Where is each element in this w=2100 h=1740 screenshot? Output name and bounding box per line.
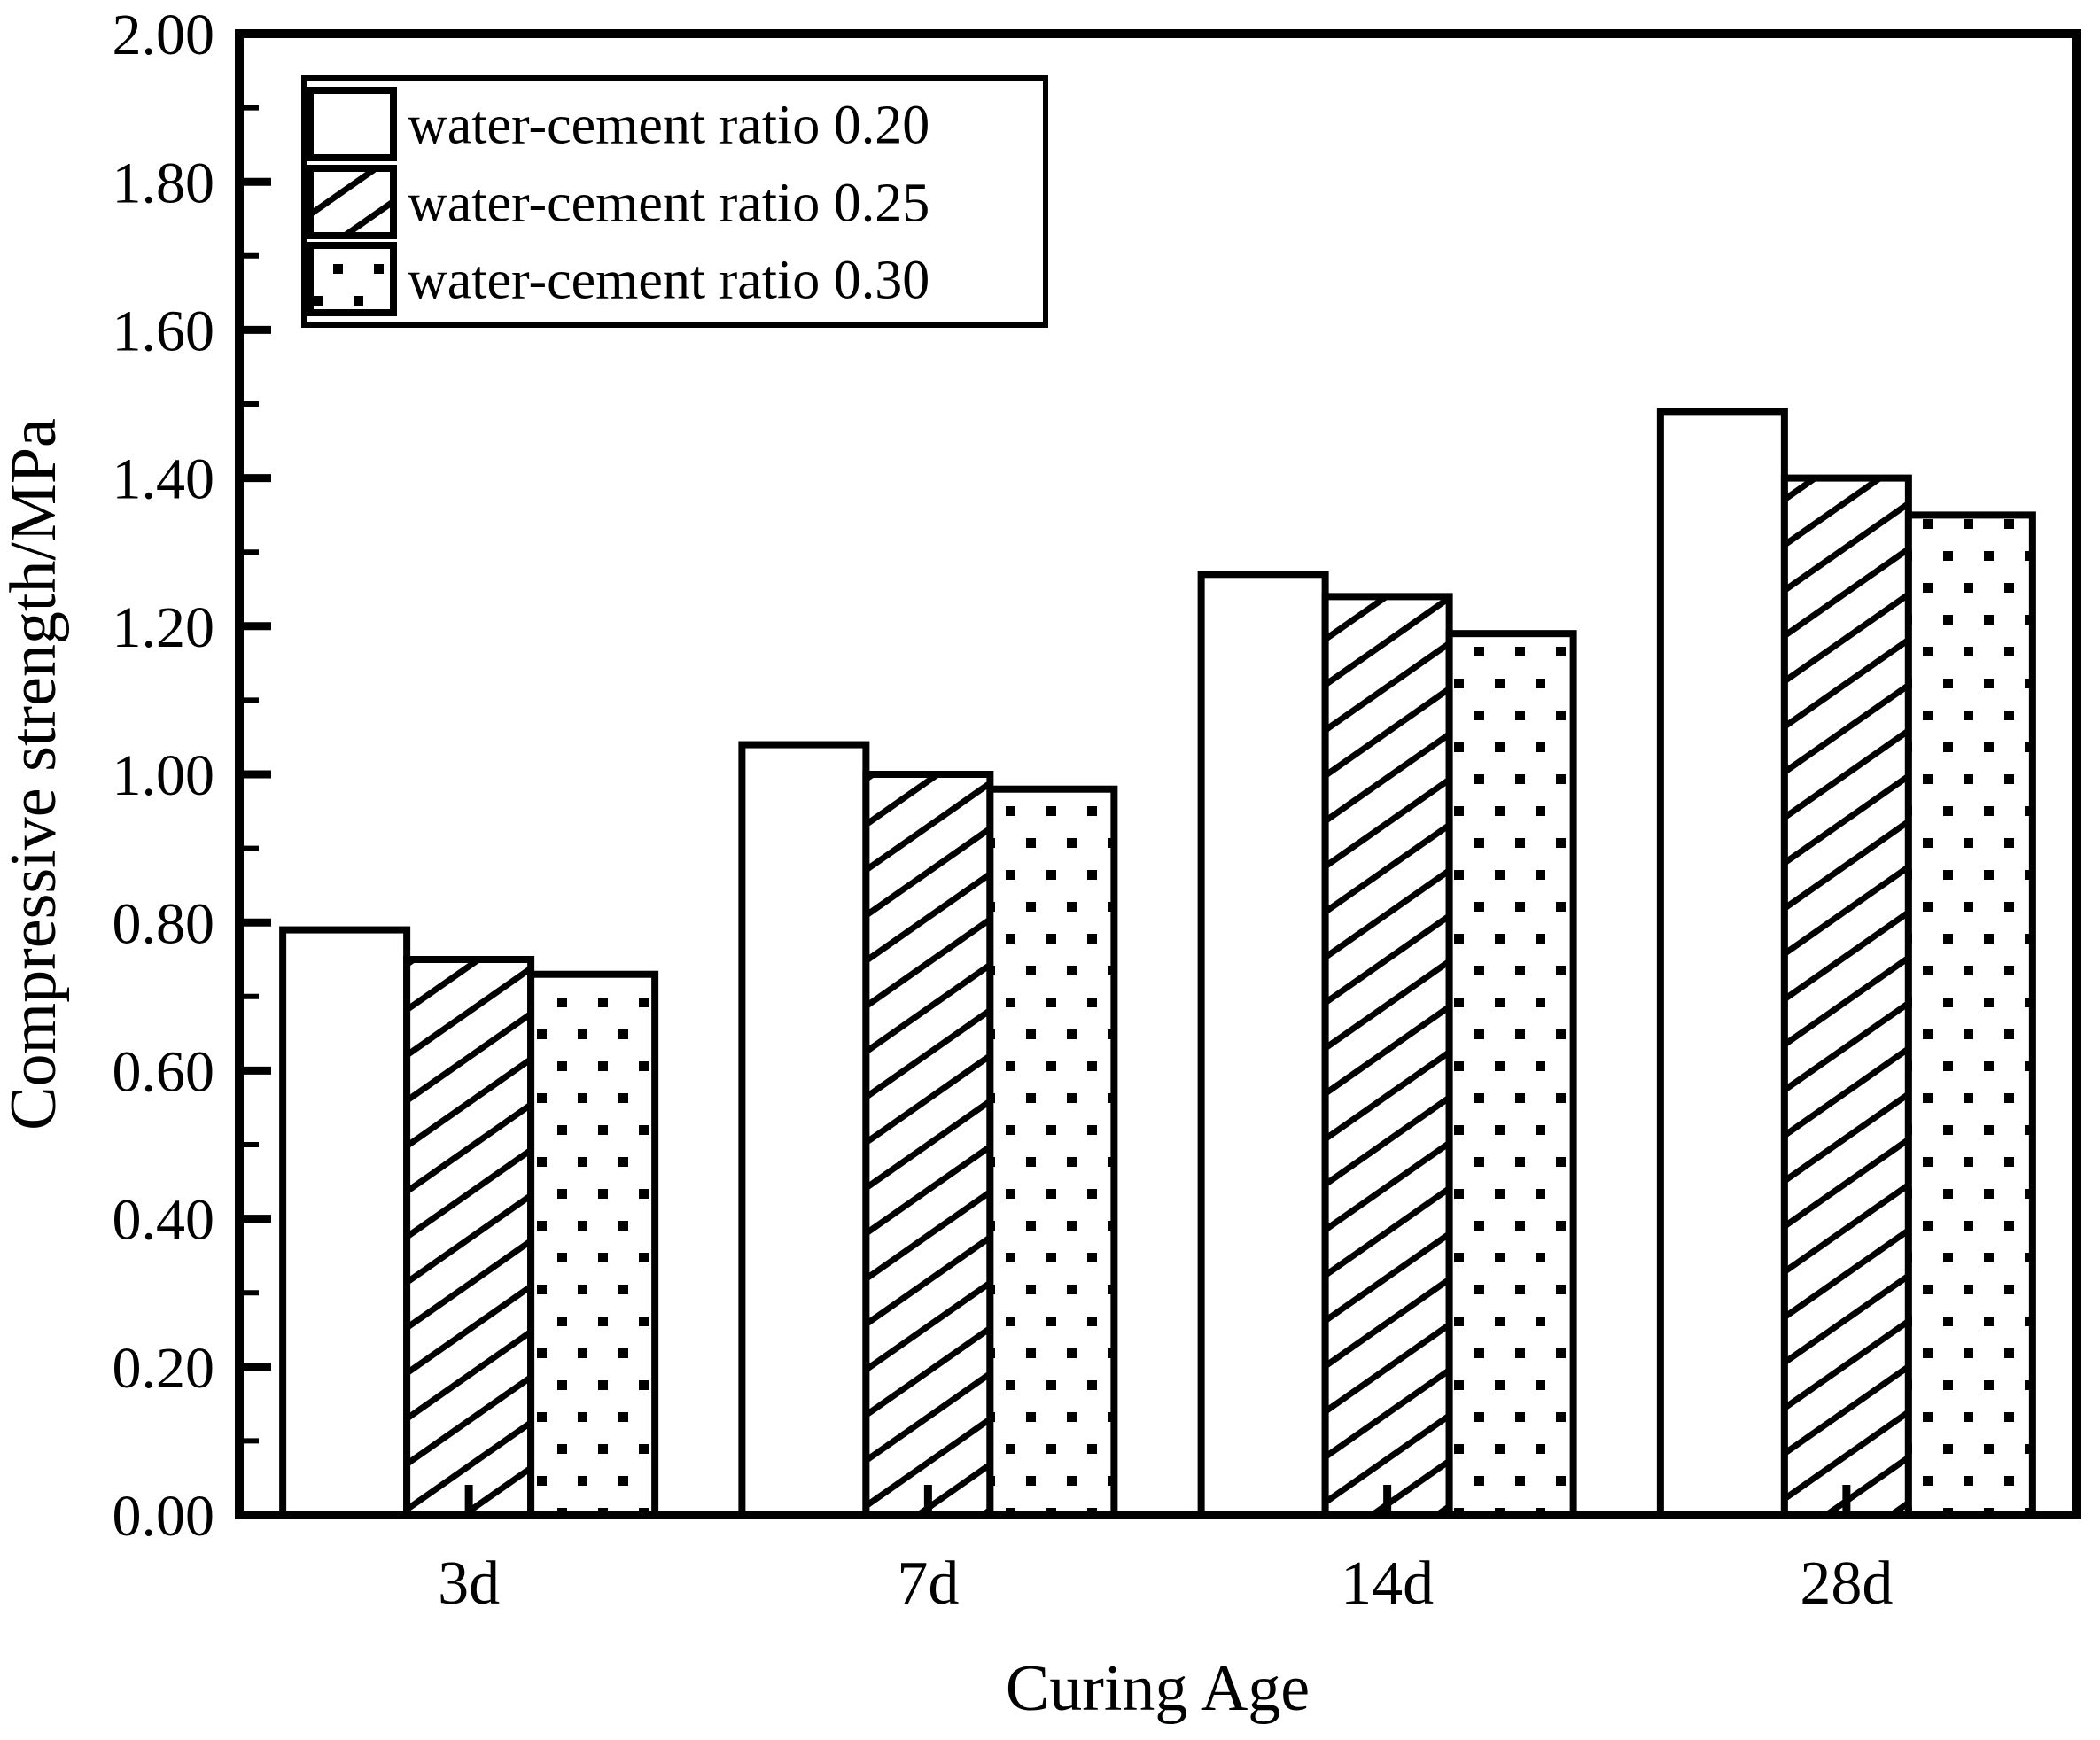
y-tick-label: 2.00	[113, 3, 215, 67]
bar-28d-ratio-0.25	[1780, 474, 1912, 1519]
bar-28d-ratio-0.30	[1904, 511, 2036, 1519]
legend-swatch-diagonal-hatch	[307, 165, 397, 239]
legend-label-ratio-0.30: water-cement ratio 0.30	[408, 251, 929, 311]
bar-14d-ratio-0.25	[1321, 593, 1453, 1519]
y-tick-label: 0.00	[113, 1484, 215, 1549]
y-tick-label: 1.20	[113, 595, 215, 660]
legend-label-ratio-0.25: water-cement ratio 0.25	[408, 174, 929, 234]
bar-3d-ratio-0.20	[279, 926, 411, 1519]
y-tick-label: 1.00	[113, 743, 215, 808]
bar-3d-ratio-0.25	[403, 956, 535, 1519]
y-tick-label: 1.40	[113, 447, 215, 512]
x-axis-title: Curing Age	[1006, 1652, 1310, 1725]
legend-box	[301, 75, 1048, 328]
bar-7d-ratio-0.30	[986, 785, 1118, 1519]
y-tick-label: 0.80	[113, 891, 215, 956]
x-category-label: 14d	[1341, 1550, 1434, 1618]
y-tick-label: 0.20	[113, 1336, 215, 1401]
y-tick-label: 0.40	[113, 1188, 215, 1253]
y-axis-title: Compressive strength/MPa	[0, 418, 70, 1130]
legend-swatch-plain	[307, 87, 397, 161]
bar-3d-ratio-0.30	[527, 970, 659, 1519]
bar-7d-ratio-0.20	[738, 741, 870, 1519]
x-category-label: 7d	[897, 1550, 959, 1618]
x-category-label: 28d	[1800, 1550, 1893, 1618]
bar-7d-ratio-0.25	[862, 771, 994, 1519]
x-category-label: 3d	[438, 1550, 500, 1618]
bar-28d-ratio-0.20	[1656, 408, 1788, 1519]
y-tick-label: 0.60	[113, 1040, 215, 1105]
bar-14d-ratio-0.20	[1197, 571, 1329, 1519]
legend-swatch-dots	[307, 242, 397, 316]
bar-14d-ratio-0.30	[1445, 630, 1577, 1519]
y-tick-label: 1.80	[113, 151, 215, 215]
y-tick-label: 1.60	[113, 299, 215, 364]
legend-label-ratio-0.20: water-cement ratio 0.20	[408, 96, 929, 156]
